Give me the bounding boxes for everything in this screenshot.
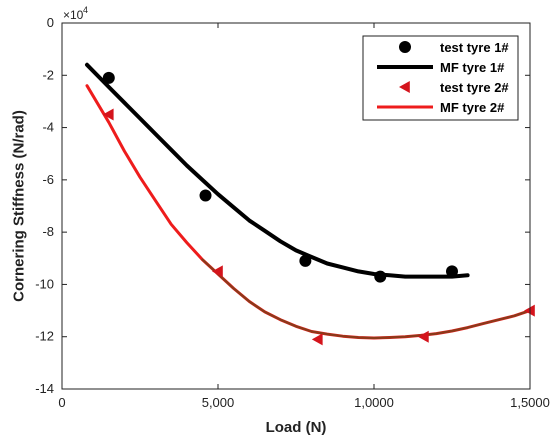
x-tick-label: 1,5000 [510,395,550,410]
x-tick-label: 0 [58,395,65,410]
data-point-test-tyre-2 [102,108,114,121]
legend-label: test tyre 1# [440,40,509,55]
y-tick-label: -10 [35,276,54,291]
legend-label: MF tyre 1# [440,60,505,75]
data-point-test-tyre-2 [417,330,429,343]
y-tick-label: -14 [35,381,54,396]
data-point-test-tyre-1 [199,189,212,202]
y-axis-title: Cornering Stiffness (N/rad) [10,110,27,302]
data-point-test-tyre-2 [212,265,223,278]
y-tick-label: 0 [47,15,54,30]
axes-layer: 0 5,000 1,0000 1,5000 0 -2 -4 -6 -8 -10 -12 -14 [35,15,550,410]
data-point-test-tyre-2 [524,304,535,317]
x-axis-title: Load (N) [266,419,327,436]
y-tick-label: -2 [42,67,54,82]
legend-label: test tyre 2# [440,80,509,95]
axes-frame [61,22,531,390]
y-multiplier-exponent: 4 [83,5,88,15]
y-tick-label: -12 [35,329,54,344]
data-point-test-tyre-2 [311,333,323,346]
legend-label: MF tyre 2# [440,100,505,115]
data-point-test-tyre-1 [446,265,458,278]
data-point-test-tyre-1 [299,254,312,267]
y-tick-label: -6 [42,172,54,187]
legend: test tyre 1# MF tyre 1# test tyre 2# MF tyr… [362,35,519,121]
legend-marker-test-tyre-1 [399,41,411,53]
series-line-mf-tyre-2-overlay [201,258,532,340]
data-point-test-tyre-1 [102,71,115,84]
x-tick-label: 5,000 [202,395,235,410]
series-line-mf-tyre-1 [85,62,470,279]
legend-marker-test-tyre-2 [399,81,410,93]
x-tick-label: 1,0000 [354,395,394,410]
data-point-test-tyre-1 [374,270,387,283]
y-tick-label: -4 [42,120,54,135]
y-tick-label: -8 [42,224,54,239]
y-multiplier-label: ×10 [63,8,84,22]
plot-layer [85,62,535,346]
